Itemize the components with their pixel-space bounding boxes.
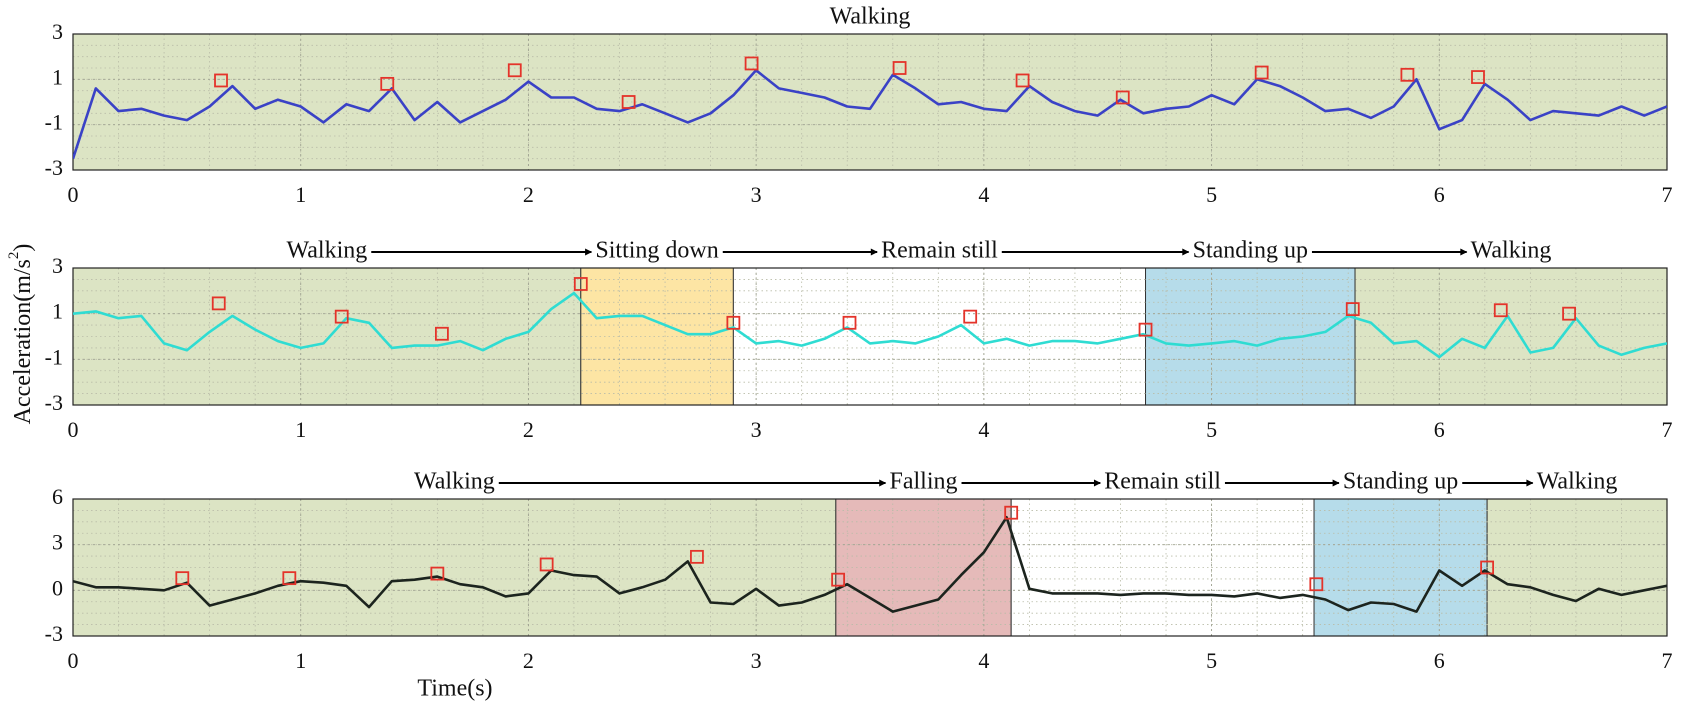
x-tick-label: 0 bbox=[68, 648, 79, 673]
y-label-text: Acceleration(m/s bbox=[10, 259, 36, 424]
y-label-suffix: ) bbox=[10, 244, 36, 252]
peak-marker bbox=[1309, 577, 1324, 592]
x-tick-label: 1 bbox=[295, 182, 306, 207]
phase-label: Walking bbox=[1471, 238, 1552, 264]
peak-marker bbox=[621, 95, 636, 109]
peak-marker bbox=[539, 557, 554, 572]
phase-label: Standing up bbox=[1193, 238, 1308, 264]
y-tick-label: -3 bbox=[45, 155, 63, 180]
x-axis-label: Time(s) bbox=[417, 676, 492, 702]
axes-box bbox=[72, 33, 1668, 171]
phase-label: Walking bbox=[287, 238, 368, 264]
x-tick-label: 2 bbox=[523, 417, 534, 442]
y-tick-label: -3 bbox=[45, 621, 63, 646]
y-tick-label: 3 bbox=[52, 19, 63, 44]
signal-line bbox=[73, 69, 1667, 160]
y-tick-label: -1 bbox=[45, 110, 63, 135]
y-axis-label: Acceleration(m/s2) bbox=[6, 244, 35, 425]
x-tick-label: 3 bbox=[751, 648, 762, 673]
peak-marker bbox=[1138, 322, 1153, 337]
y-tick-label: -1 bbox=[45, 344, 63, 369]
x-tick-label: 0 bbox=[68, 417, 79, 442]
x-tick-label: 4 bbox=[978, 648, 989, 673]
y-tick-label: 6 bbox=[52, 484, 63, 509]
x-tick-label: 7 bbox=[1662, 648, 1673, 673]
peak-marker bbox=[1115, 90, 1130, 105]
peak-marker bbox=[573, 277, 588, 291]
phase-label: Standing up bbox=[1343, 469, 1458, 495]
x-tick-label: 4 bbox=[978, 182, 989, 207]
peak-marker bbox=[831, 572, 846, 587]
x-tick-label: 5 bbox=[1206, 182, 1217, 207]
peak-marker bbox=[1471, 70, 1485, 84]
peak-marker bbox=[1480, 560, 1495, 575]
x-tick-label: 2 bbox=[523, 182, 534, 207]
phase-label: Sitting down bbox=[595, 238, 718, 264]
x-tick-label: 6 bbox=[1434, 417, 1445, 442]
phase-region bbox=[1354, 267, 1668, 406]
x-tick-label: 5 bbox=[1206, 417, 1217, 442]
y-tick-label: 1 bbox=[52, 299, 63, 324]
peak-marker bbox=[1015, 73, 1030, 88]
x-tick-label: 2 bbox=[523, 648, 534, 673]
plot-series bbox=[73, 69, 1667, 160]
x-tick-label: 6 bbox=[1434, 648, 1445, 673]
x-tick-label: 0 bbox=[68, 182, 79, 207]
x-tick-label: 1 bbox=[295, 417, 306, 442]
peak-marker bbox=[726, 315, 741, 330]
phase-region bbox=[72, 267, 582, 406]
peak-marker bbox=[507, 63, 522, 78]
x-tick-label: 7 bbox=[1662, 417, 1673, 442]
y-tick-label: -3 bbox=[45, 390, 63, 415]
y-tick-label: 3 bbox=[52, 253, 63, 278]
peak-marker bbox=[892, 61, 907, 75]
peak-marker bbox=[434, 326, 449, 341]
axes-box bbox=[72, 498, 1668, 637]
y-tick-label: 3 bbox=[52, 530, 63, 555]
peak-marker bbox=[842, 315, 857, 330]
peak-marker bbox=[175, 571, 190, 586]
phase-label: Walking bbox=[830, 4, 911, 30]
signal-line bbox=[73, 516, 1667, 613]
y-tick-label: 1 bbox=[52, 64, 63, 89]
peak-marker bbox=[1400, 67, 1415, 82]
x-tick-label: 3 bbox=[751, 182, 762, 207]
axes-box bbox=[72, 267, 1668, 406]
x-tick-label: 1 bbox=[295, 648, 306, 673]
peak-marker bbox=[744, 56, 759, 71]
phase-label: Walking bbox=[1537, 469, 1618, 495]
peak-marker bbox=[1493, 303, 1508, 318]
phase-label: Falling bbox=[890, 469, 958, 495]
peak-marker bbox=[214, 73, 228, 88]
x-tick-label: 3 bbox=[751, 417, 762, 442]
x-tick-label: 6 bbox=[1434, 182, 1445, 207]
peak-marker bbox=[380, 76, 395, 91]
phase-label: Walking bbox=[414, 469, 495, 495]
phase-label: Remain still bbox=[881, 238, 998, 264]
y-tick-label: 0 bbox=[52, 575, 63, 600]
x-tick-label: 5 bbox=[1206, 648, 1217, 673]
peak-marker bbox=[963, 309, 978, 324]
plot-series bbox=[73, 516, 1667, 613]
peak-marker bbox=[211, 296, 226, 311]
peak-marker bbox=[1345, 302, 1360, 317]
peak-marker bbox=[1562, 306, 1576, 321]
peak-marker bbox=[1004, 505, 1019, 520]
plot-series bbox=[73, 291, 1667, 359]
x-tick-label: 4 bbox=[978, 417, 989, 442]
peak-marker bbox=[430, 566, 445, 581]
phase-label: Remain still bbox=[1104, 469, 1221, 495]
peak-marker bbox=[282, 571, 297, 586]
signal-line bbox=[73, 291, 1667, 359]
y-label-sup: 2 bbox=[6, 252, 22, 260]
peak-marker bbox=[690, 549, 704, 564]
peak-marker bbox=[334, 309, 349, 324]
x-tick-label: 7 bbox=[1662, 182, 1673, 207]
peak-marker bbox=[1254, 65, 1269, 80]
